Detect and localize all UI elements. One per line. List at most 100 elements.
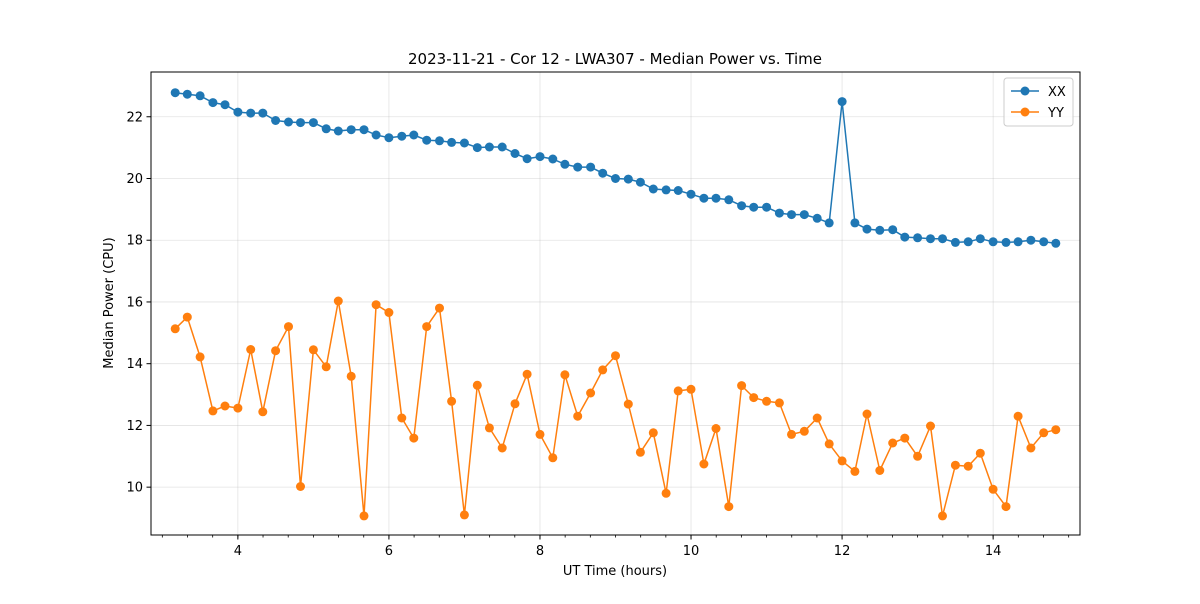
data-point-yy[interactable] — [1051, 425, 1061, 435]
data-point-xx[interactable] — [812, 213, 822, 223]
data-point-yy[interactable] — [560, 370, 570, 380]
data-point-yy[interactable] — [1026, 443, 1036, 453]
data-point-yy[interactable] — [1039, 428, 1049, 438]
data-point-yy[interactable] — [661, 488, 671, 498]
data-point-yy[interactable] — [435, 303, 444, 313]
data-point-yy[interactable] — [926, 421, 935, 431]
data-point-xx[interactable] — [220, 100, 230, 110]
data-point-yy[interactable] — [258, 407, 268, 417]
data-point-xx[interactable] — [435, 136, 444, 146]
data-point-yy[interactable] — [699, 459, 709, 469]
data-point-xx[interactable] — [963, 237, 973, 247]
data-point-yy[interactable] — [774, 398, 784, 408]
data-point-xx[interactable] — [737, 201, 747, 211]
data-point-xx[interactable] — [611, 174, 620, 183]
data-point-yy[interactable] — [510, 399, 520, 409]
data-point-xx[interactable] — [182, 89, 192, 99]
data-point-xx[interactable] — [333, 126, 343, 136]
data-point-xx[interactable] — [635, 177, 645, 187]
data-point-yy[interactable] — [837, 456, 847, 466]
data-point-xx[interactable] — [271, 116, 281, 125]
data-point-xx[interactable] — [661, 185, 671, 195]
data-point-xx[interactable] — [1001, 237, 1011, 247]
data-point-yy[interactable] — [1001, 502, 1011, 512]
data-point-yy[interactable] — [321, 362, 331, 372]
data-point-xx[interactable] — [308, 118, 318, 128]
data-point-yy[interactable] — [284, 322, 293, 332]
data-point-yy[interactable] — [623, 399, 633, 409]
data-point-yy[interactable] — [799, 426, 809, 436]
data-point-xx[interactable] — [586, 162, 596, 172]
data-point-xx[interactable] — [560, 159, 570, 169]
data-point-yy[interactable] — [422, 322, 432, 332]
data-point-yy[interactable] — [1013, 411, 1023, 421]
data-point-xx[interactable] — [648, 184, 658, 194]
data-point-yy[interactable] — [522, 369, 532, 379]
data-point-xx[interactable] — [422, 135, 432, 145]
data-point-xx[interactable] — [724, 195, 734, 205]
data-point-yy[interactable] — [598, 365, 608, 375]
data-point-xx[interactable] — [900, 232, 910, 242]
data-point-yy[interactable] — [913, 451, 923, 461]
data-point-yy[interactable] — [711, 424, 721, 433]
data-point-xx[interactable] — [774, 208, 784, 218]
data-point-xx[interactable] — [548, 154, 558, 164]
data-point-yy[interactable] — [900, 433, 910, 443]
data-point-xx[interactable] — [938, 234, 947, 244]
data-point-xx[interactable] — [875, 225, 885, 235]
data-point-xx[interactable] — [711, 193, 721, 203]
data-point-xx[interactable] — [762, 202, 772, 212]
data-point-yy[interactable] — [497, 443, 507, 453]
data-point-xx[interactable] — [346, 125, 356, 135]
legend-entry-yy[interactable]: YY — [1011, 106, 1064, 121]
data-point-yy[interactable] — [359, 511, 369, 521]
data-point-xx[interactable] — [862, 224, 872, 234]
data-point-xx[interactable] — [1013, 237, 1023, 247]
data-point-xx[interactable] — [950, 237, 960, 247]
data-point-xx[interactable] — [1051, 238, 1061, 248]
data-point-yy[interactable] — [824, 439, 834, 449]
data-point-xx[interactable] — [888, 225, 898, 235]
data-point-yy[interactable] — [472, 380, 482, 390]
data-point-yy[interactable] — [371, 300, 381, 310]
data-point-xx[interactable] — [573, 162, 583, 172]
data-point-xx[interactable] — [233, 107, 243, 117]
data-point-xx[interactable] — [824, 218, 834, 228]
data-point-yy[interactable] — [963, 461, 973, 471]
data-point-xx[interactable] — [837, 97, 847, 107]
data-point-yy[interactable] — [875, 466, 885, 475]
data-point-xx[interactable] — [459, 138, 469, 148]
data-point-xx[interactable] — [598, 168, 608, 178]
data-point-xx[interactable] — [384, 133, 394, 143]
data-point-yy[interactable] — [308, 345, 318, 355]
data-point-xx[interactable] — [522, 154, 532, 164]
data-point-yy[interactable] — [535, 429, 545, 439]
data-point-xx[interactable] — [371, 130, 381, 140]
data-point-xx[interactable] — [170, 88, 180, 98]
data-point-yy[interactable] — [573, 411, 583, 421]
data-point-yy[interactable] — [812, 413, 822, 423]
data-point-yy[interactable] — [447, 396, 457, 406]
data-point-yy[interactable] — [195, 352, 205, 362]
data-point-xx[interactable] — [359, 125, 369, 135]
data-point-yy[interactable] — [975, 448, 985, 458]
data-point-xx[interactable] — [497, 142, 507, 152]
data-point-yy[interactable] — [648, 428, 658, 438]
data-point-yy[interactable] — [938, 511, 947, 521]
data-point-yy[interactable] — [988, 484, 998, 494]
data-point-yy[interactable] — [271, 346, 281, 356]
data-point-xx[interactable] — [296, 118, 305, 128]
data-point-xx[interactable] — [535, 152, 545, 162]
data-point-yy[interactable] — [296, 482, 305, 491]
data-point-xx[interactable] — [623, 174, 633, 184]
data-point-xx[interactable] — [484, 142, 494, 152]
data-point-xx[interactable] — [397, 131, 407, 141]
data-point-yy[interactable] — [548, 453, 558, 463]
data-point-yy[interactable] — [787, 429, 796, 439]
data-point-xx[interactable] — [673, 186, 683, 195]
data-point-yy[interactable] — [850, 466, 860, 476]
data-point-yy[interactable] — [724, 502, 734, 512]
legend-entry-xx[interactable]: XX — [1011, 85, 1066, 100]
data-point-yy[interactable] — [246, 345, 256, 354]
data-point-xx[interactable] — [409, 130, 419, 140]
